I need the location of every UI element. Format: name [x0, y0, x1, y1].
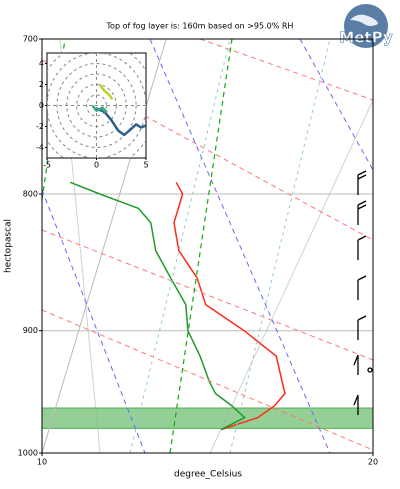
- x-tick-label: 20: [368, 458, 378, 467]
- y-tick-label: 0: [39, 101, 44, 110]
- hodograph-line: [96, 107, 146, 137]
- chart-title: Top of fog layer is: 160m based on >95.0…: [106, 22, 294, 31]
- logo: MetPy: [339, 4, 393, 48]
- hodograph-line: [91, 104, 108, 114]
- y-tick-label: 900: [23, 326, 38, 335]
- profile-line: [69, 181, 246, 431]
- y-tick-label: 2: [39, 80, 44, 89]
- y-tick-label: -2: [36, 122, 44, 131]
- plot-frame: [41, 38, 374, 454]
- logo-text: MetPy: [339, 29, 393, 47]
- y-axis-label: hectopascal: [4, 219, 14, 273]
- x-tick-label: 5: [143, 161, 148, 170]
- hodograph-line: [98, 83, 114, 100]
- x-tick-label: 10: [37, 458, 47, 467]
- y-tick-label: -4: [36, 143, 44, 152]
- y-tick-label: 1000: [18, 449, 38, 458]
- x-tick-label: -5: [43, 161, 51, 170]
- inset-area: [47, 53, 146, 158]
- profile-line: [173, 181, 286, 431]
- y-tick-label: 700: [23, 35, 38, 44]
- x-tick-label: 0: [94, 161, 99, 170]
- background-lines: [42, 39, 373, 453]
- wind-barbs: [353, 170, 373, 415]
- y-tick-label: 800: [23, 189, 38, 198]
- fog-layer: [42, 407, 373, 429]
- isotherm: [372, 451, 373, 453]
- y-tick-label: 4: [39, 59, 44, 68]
- range-ring: [56, 63, 137, 148]
- x-axis-label: degree_Celsius: [174, 470, 242, 480]
- range-ring: [86, 94, 107, 117]
